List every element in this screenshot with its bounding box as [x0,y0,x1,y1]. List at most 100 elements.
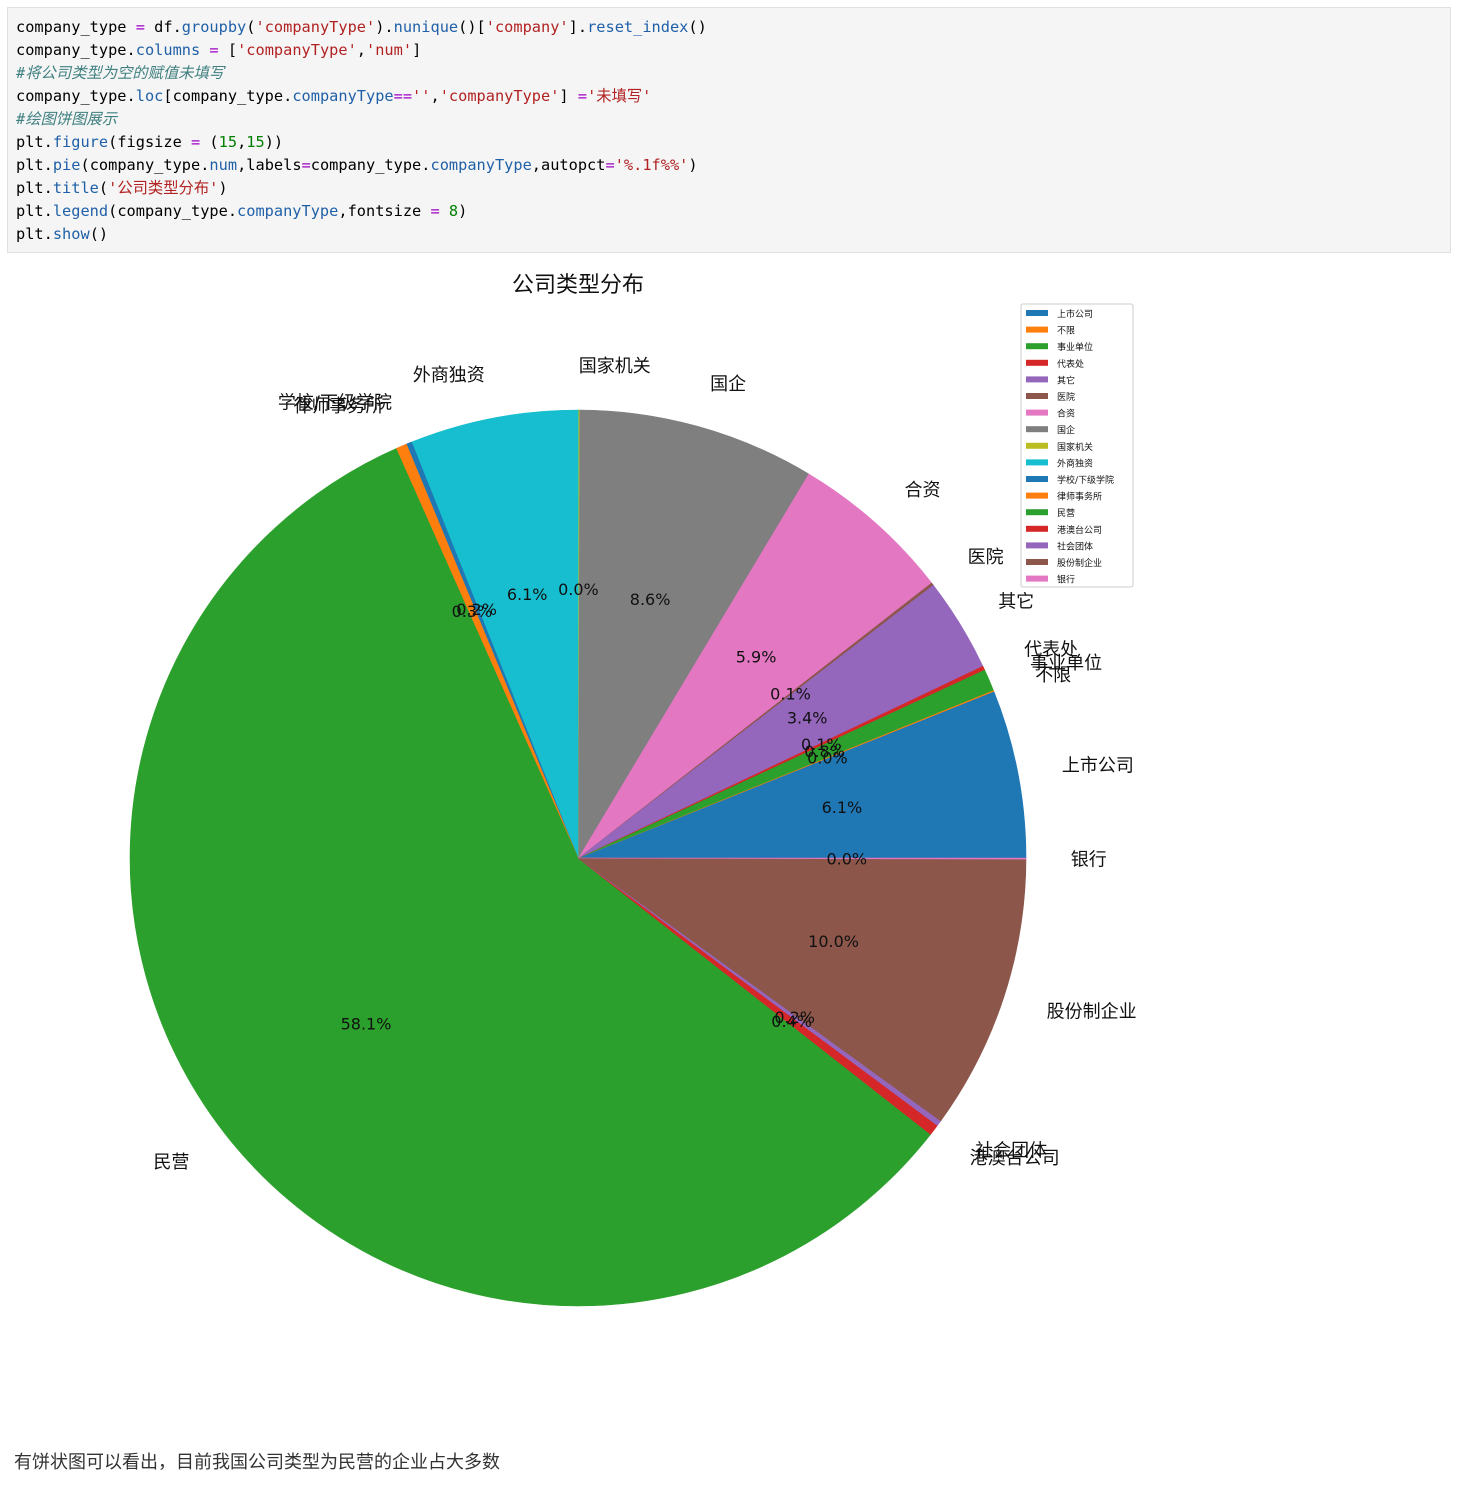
pie-category-label: 代表处 [1024,640,1078,661]
legend-swatch [1026,492,1048,499]
code-token: legend [52,202,109,220]
code-token: columns [135,41,201,59]
code-line: plt.title('公司类型分布') [16,177,1442,200]
legend-swatch [1026,310,1048,316]
code-token: '' [412,87,431,105]
code-token: ,autopct [531,156,606,174]
legend-swatch [1026,326,1048,333]
legend-entry: 国家机关 [1057,441,1093,453]
code-token: company_type. [16,41,136,59]
pie-percent-label: 8.6% [630,590,671,609]
code-line: plt.legend(company_type.companyType,font… [16,200,1442,223]
code-token: (company_type. [108,202,238,220]
code-token: nunique [393,18,459,36]
pie-category-label: 银行 [1071,850,1107,871]
code-token: ). [375,18,394,36]
code-token: 'companyType' [439,87,560,105]
legend-swatch [1026,509,1048,516]
pie-percent-label: 6.1% [507,585,548,604]
code-token: , [237,133,247,151]
caption: 有饼状图可以看出，目前我国公司类型为民营的企业占大多数 [14,1452,500,1473]
pie-slices [129,409,1027,1307]
pie-percent-label: 0.0% [558,580,599,599]
legend-frame [1020,303,1134,588]
code-token: plt. [16,202,53,220]
code-token: ) [218,179,228,197]
code-line: company_type = df.groupby('companyType')… [16,16,1442,39]
code-token: [ [218,41,238,59]
legend-entry: 合资 [1057,408,1075,420]
pie-slice [577,690,1027,859]
pie-percent-label: 0.0% [826,849,867,868]
legend-swatch [1026,409,1048,416]
pie-percent-labels: 6.1%0.0%0.8%0.1%3.4%0.1%5.9%8.6%0.0%6.1%… [341,580,868,1033]
code-token: () [688,18,707,36]
legend-entry: 银行 [1057,574,1075,586]
legend-entry: 社会团体 [1057,540,1093,552]
pie-category-label: 律师事务所 [294,396,384,417]
code-line: plt.figure(figsize = (15,15)) [16,131,1442,154]
code-token: reset_index [587,18,689,36]
code-token: = [430,202,440,220]
code-token: 15 [246,133,265,151]
pie-slice [129,448,932,1307]
code-line: plt.show() [16,223,1442,246]
code-token: plt. [16,179,53,197]
code-token: 15 [218,133,238,151]
legend-entry: 民营 [1057,507,1075,519]
code-token: groupby [181,18,247,36]
code-token: company_type [16,18,136,36]
legend-entry: 国企 [1057,424,1075,436]
legend-swatch [1026,476,1048,482]
code-token: = [605,156,615,174]
legend-entry: 其它 [1057,374,1075,386]
pie-category-labels: 上市公司不限事业单位代表处其它医院合资国企国家机关外商独资学校/下级学院律师事务… [153,356,1136,1173]
code-token: 8 [448,202,459,220]
code-token: = [209,41,219,59]
code-token: = [301,156,311,174]
pie-percent-label: 6.1% [822,798,863,817]
code-cell[interactable]: company_type = df.groupby('companyType')… [7,7,1451,253]
legend-entry: 学校/下级学院 [1057,474,1114,486]
legend-entry: 事业单位 [1057,341,1093,353]
legend-entry: 代表处 [1057,358,1084,370]
pie-category-label: 港澳台公司 [970,1148,1060,1169]
pie-percent-label: 0.3% [452,602,493,621]
code-token: #将公司类型为空的赋值未填写 [16,64,225,82]
legend-entry: 律师事务所 [1057,491,1102,503]
code-line: #将公司类型为空的赋值未填写 [16,62,1442,85]
pie-percent-label: 0.2% [456,600,497,619]
pie-percent-label: 58.1% [341,1014,392,1033]
legend-entry: 外商独资 [1057,457,1093,469]
chart-legend: 上市公司不限事业单位代表处其它医院合资国企国家机关外商独资学校/下级学院律师事务… [1020,303,1134,588]
legend-entry: 不限 [1057,326,1075,337]
pie-category-label: 学校/下级学院 [278,393,392,414]
legend-swatch [1026,359,1048,366]
pie-slice [411,409,579,859]
code-token: companyType [237,202,339,220]
code-token: ()[ [458,18,486,36]
pie-category-label: 国企 [710,374,746,395]
code-token: == [393,87,413,105]
code-token: title [52,179,99,197]
code-line: #绘图饼图展示 [16,108,1442,131]
code-token: = [135,18,145,36]
legend-swatch [1026,459,1048,466]
code-token: [company_type. [163,87,293,105]
code-token: ) [688,156,698,174]
code-token: plt. [16,225,53,243]
pie-category-label: 上市公司 [1062,756,1134,777]
code-token: company_type. [310,156,431,174]
pie-category-label: 社会团体 [975,1141,1047,1162]
pie-category-label: 不限 [1035,665,1071,686]
code-token: loc [135,87,164,105]
code-token: (figsize [108,133,191,151]
code-token: '%.1f%%' [614,156,689,174]
code-token: ) [458,202,468,220]
pie-slice [577,409,809,860]
code-token: companyType [292,87,394,105]
legend-swatch [1026,542,1048,549]
code-token: '未填写' [587,87,652,105]
pie-slice [577,857,1027,860]
code-token: ,fontsize [338,202,431,220]
